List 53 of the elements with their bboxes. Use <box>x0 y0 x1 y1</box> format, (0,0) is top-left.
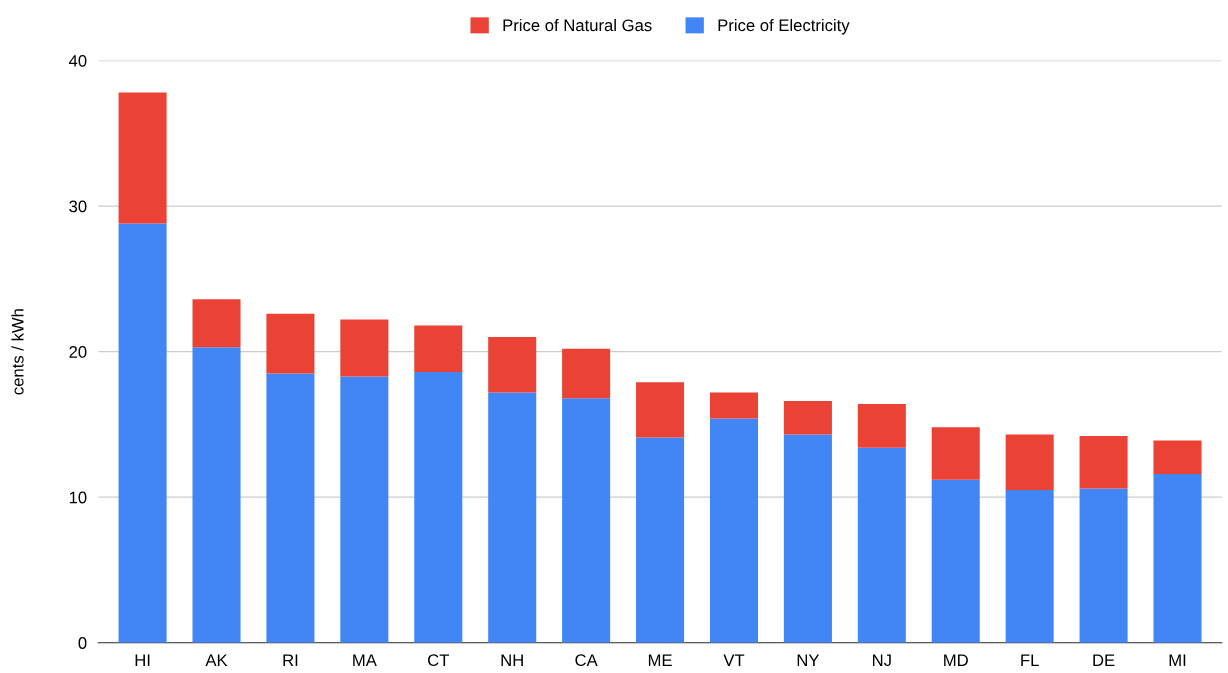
bar <box>931 479 980 643</box>
bar <box>931 427 980 480</box>
bar <box>636 382 685 438</box>
bar <box>1079 488 1128 643</box>
x-tick-label: FL <box>1021 654 1039 666</box>
bar <box>266 313 315 374</box>
bar <box>1005 489 1054 643</box>
bar <box>192 299 241 348</box>
y-axis-title: cents / kWh <box>11 309 24 395</box>
bar <box>192 347 241 643</box>
bar <box>857 447 906 643</box>
bar <box>562 398 611 643</box>
x-tick-label: CA <box>575 654 598 667</box>
x-tick-label: RI <box>283 654 298 666</box>
bar <box>783 434 832 643</box>
x-tick-label: MD <box>944 654 968 666</box>
x-tick-label: NH <box>501 654 523 666</box>
y-tick-label: 10 <box>69 491 87 504</box>
y-tick-label: 30 <box>69 200 87 213</box>
x-tick-label: MA <box>353 654 377 666</box>
x-tick-label: NY <box>797 654 820 666</box>
legend-label: Price of Natural Gas <box>503 18 652 32</box>
bar <box>488 337 537 393</box>
bar <box>118 223 167 643</box>
bar <box>414 372 463 643</box>
bar <box>1153 440 1202 474</box>
x-tick-label: HI <box>135 654 150 666</box>
y-tick-label: 0 <box>78 637 87 649</box>
bar <box>1079 436 1128 489</box>
x-tick-label: VT <box>723 654 745 666</box>
x-tick-label: AK <box>205 654 228 666</box>
x-tick-label: CT <box>428 654 450 667</box>
bar <box>857 404 906 448</box>
y-tick-label: 40 <box>68 54 87 67</box>
bar <box>414 325 463 373</box>
x-tick-label: DE <box>1093 654 1115 666</box>
bar <box>118 92 167 224</box>
bar <box>636 437 685 643</box>
bar <box>709 392 758 419</box>
y-tick-label: 20 <box>69 346 87 358</box>
bar <box>783 401 832 435</box>
legend-label: Price of Electricity <box>718 18 850 35</box>
bar <box>1153 473 1202 643</box>
bar <box>562 348 611 399</box>
x-tick-label: MI <box>1169 654 1186 666</box>
x-tick-label: ME <box>648 654 672 666</box>
bar <box>709 418 758 643</box>
bar <box>340 376 389 643</box>
x-tick-label: NJ <box>873 654 891 667</box>
bar <box>266 373 315 643</box>
bar <box>340 319 389 377</box>
bar <box>1005 434 1054 490</box>
bar <box>488 392 537 643</box>
